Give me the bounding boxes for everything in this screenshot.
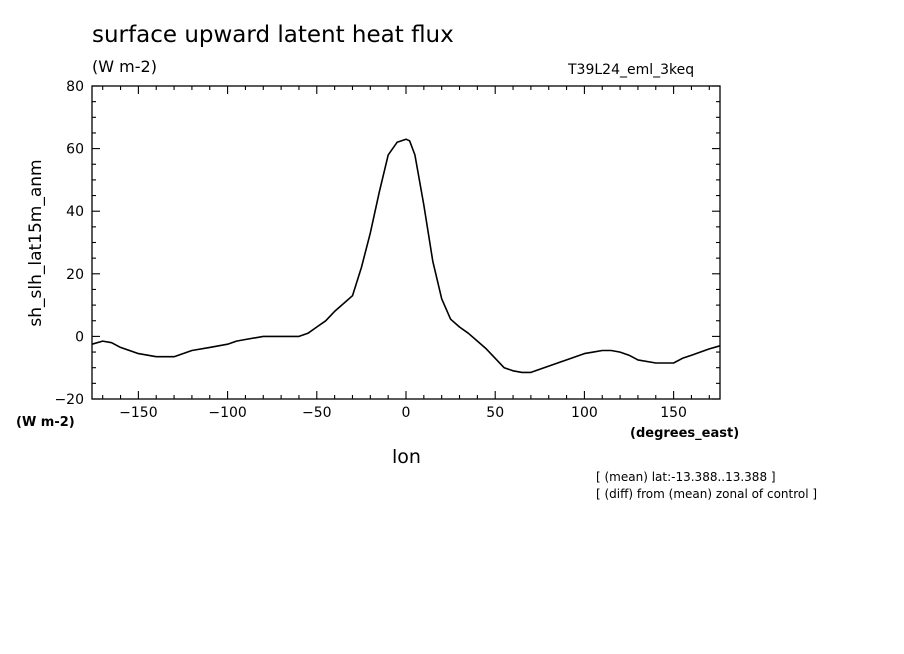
x-tick-label: 50 xyxy=(486,405,504,421)
x-tick-label: −50 xyxy=(302,405,332,421)
y-axis-units: (W m-2) xyxy=(16,415,75,430)
x-tick-label: 0 xyxy=(402,405,411,421)
run-name-label: T39L24_eml_3keq xyxy=(568,62,695,78)
title-units: (W m-2) xyxy=(92,57,157,76)
y-tick-label: 0 xyxy=(75,329,84,345)
y-tick-label: −20 xyxy=(54,392,84,408)
y-tick-label: 80 xyxy=(66,79,84,95)
x-tick-label: 150 xyxy=(660,405,687,421)
y-tick-label: 20 xyxy=(66,267,84,283)
x-tick-label: −100 xyxy=(208,405,246,421)
x-axis-units: (degrees_east) xyxy=(630,426,740,441)
axis-tick-labels: −150 −100 −50 0 50 100 150 −20 0 20 40 60 80 xyxy=(54,79,687,421)
axis-ticks xyxy=(92,85,720,400)
y-tick-label: 60 xyxy=(66,142,84,158)
difference-note: [ (diff) from (mean) zonal of control ] xyxy=(596,487,818,501)
x-tick-label: −150 xyxy=(119,405,157,421)
series-line xyxy=(91,138,721,374)
averaging-note: [ (mean) lat:-13.388..13.388 ] xyxy=(596,470,776,484)
x-axis-label: lon xyxy=(392,446,421,468)
x-tick-label: 100 xyxy=(571,405,598,421)
y-tick-label: 40 xyxy=(66,204,84,220)
chart-title: surface upward latent heat flux xyxy=(92,22,454,48)
